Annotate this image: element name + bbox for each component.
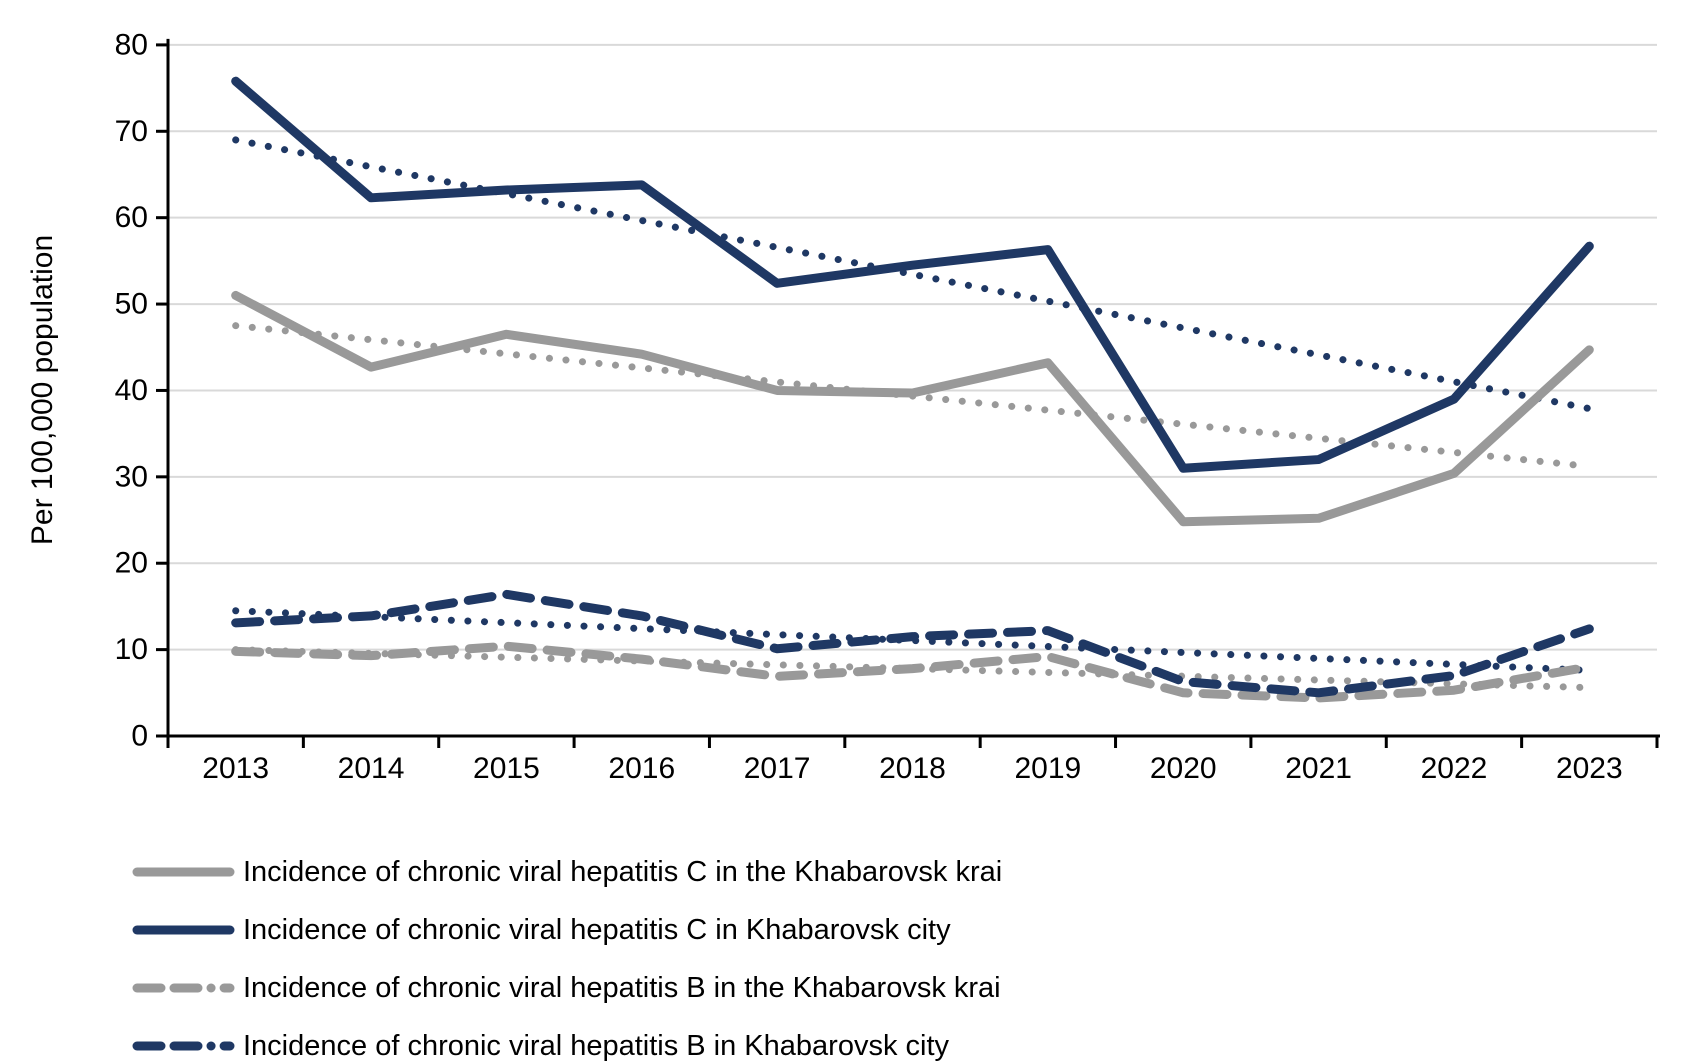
x-tick-label-2015: 2015 bbox=[473, 752, 540, 785]
y-tick-label-60: 60 bbox=[115, 201, 148, 234]
series-line-2 bbox=[231, 641, 1594, 703]
legend-label-2: Incidence of chronic viral hepatitis B i… bbox=[243, 972, 1001, 1004]
legend-item-1: Incidence of chronic viral hepatitis C i… bbox=[132, 914, 951, 946]
legend-label-0: Incidence of chronic viral hepatitis C i… bbox=[243, 856, 1002, 888]
legend-label-3: Incidence of chronic viral hepatitis B i… bbox=[243, 1030, 950, 1062]
y-tick-label-40: 40 bbox=[115, 374, 148, 407]
axis-labels-layer: 0 10 20 30 40 50 60 70 80 2013 2014 2015 2016 2017 201… bbox=[115, 28, 1623, 785]
legend-item-2: Incidence of chronic viral hepatitis B i… bbox=[132, 972, 1001, 1004]
legend-item-3: Incidence of chronic viral hepatitis B i… bbox=[132, 1030, 950, 1062]
x-tick-label-2019: 2019 bbox=[1014, 752, 1081, 785]
x-tick-label-2023: 2023 bbox=[1556, 752, 1623, 785]
series-line-1 bbox=[231, 76, 1594, 473]
y-axis-title: Per 100,000 population bbox=[26, 235, 59, 545]
gridlines-layer bbox=[168, 43, 1657, 651]
x-tick-label-2014: 2014 bbox=[338, 752, 405, 785]
y-tick-label-70: 70 bbox=[115, 115, 148, 148]
trend-line-1 bbox=[232, 136, 1593, 413]
trend-line-2 bbox=[232, 646, 1593, 692]
series-layer bbox=[231, 76, 1594, 703]
x-tick-label-2020: 2020 bbox=[1150, 752, 1217, 785]
x-tick-label-2016: 2016 bbox=[608, 752, 675, 785]
legend: Incidence of chronic viral hepatitis C i… bbox=[132, 856, 1002, 1062]
x-tick-label-2017: 2017 bbox=[744, 752, 811, 785]
legend-label-1: Incidence of chronic viral hepatitis C i… bbox=[243, 914, 951, 946]
y-tick-label-0: 0 bbox=[131, 720, 148, 753]
y-tick-label-50: 50 bbox=[115, 288, 148, 321]
x-tick-label-2021: 2021 bbox=[1285, 752, 1352, 785]
x-tick-label-2022: 2022 bbox=[1421, 752, 1488, 785]
axes-layer bbox=[156, 38, 1660, 748]
y-tick-label-80: 80 bbox=[115, 28, 148, 61]
y-tick-label-30: 30 bbox=[115, 460, 148, 493]
series-line-3 bbox=[231, 589, 1594, 698]
y-tick-label-10: 10 bbox=[115, 633, 148, 666]
y-tick-label-20: 20 bbox=[115, 547, 148, 580]
series-line-0 bbox=[231, 290, 1594, 527]
x-tick-label-2018: 2018 bbox=[879, 752, 946, 785]
x-tick-label-2013: 2013 bbox=[202, 752, 269, 785]
legend-item-0: Incidence of chronic viral hepatitis C i… bbox=[132, 856, 1002, 888]
